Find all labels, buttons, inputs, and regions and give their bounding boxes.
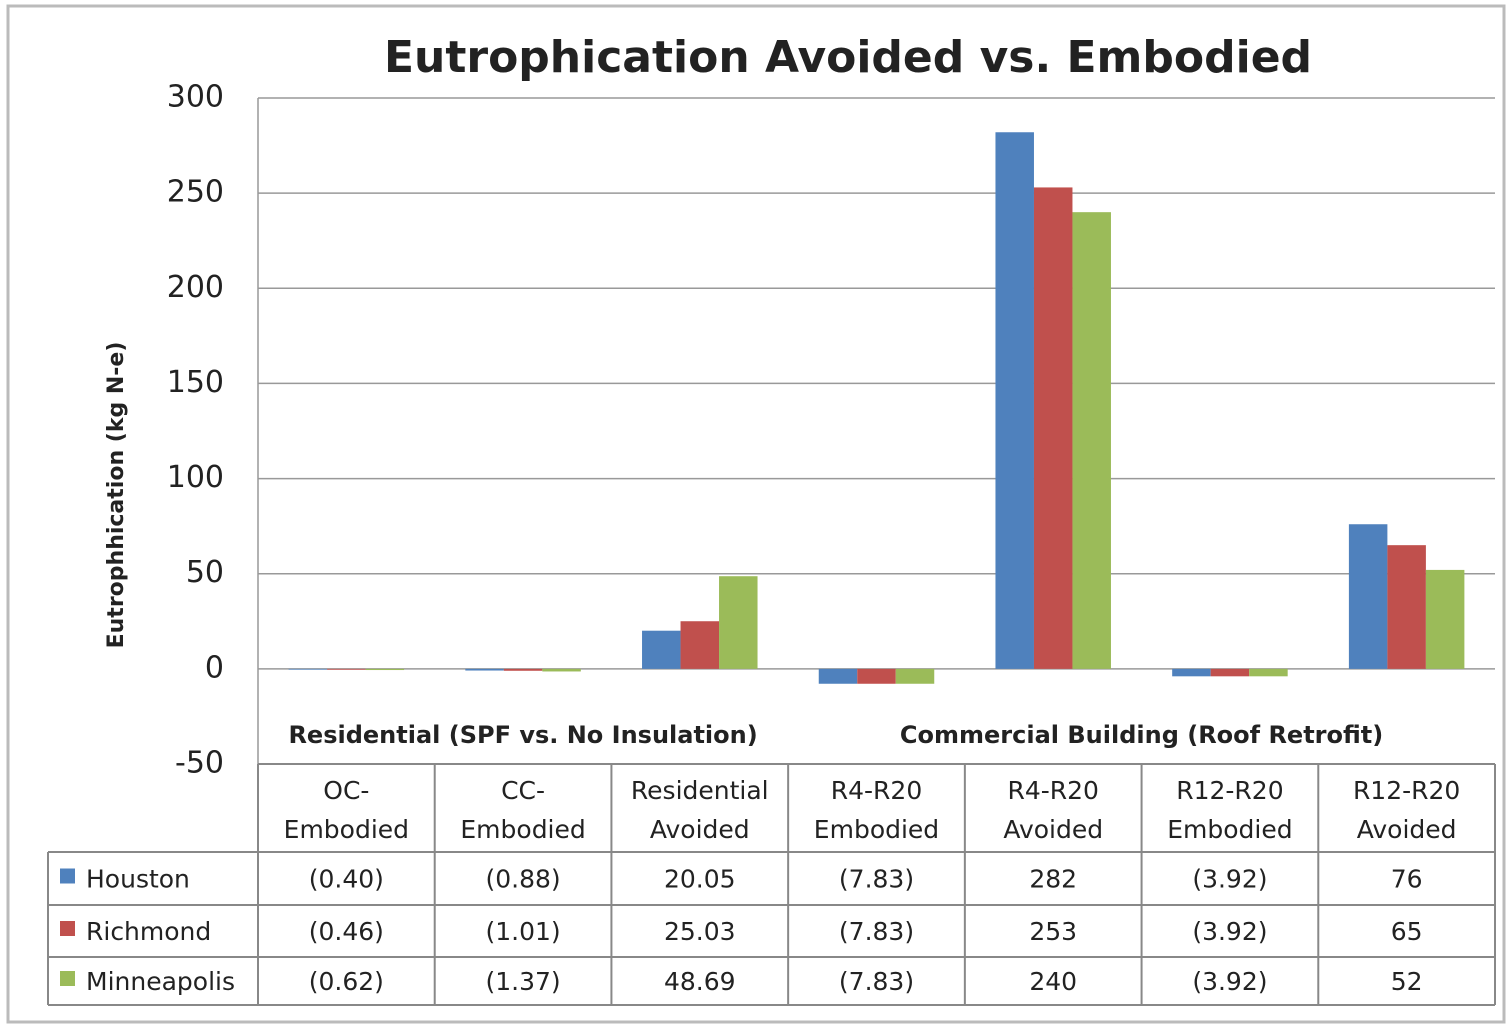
y-tick-label: 0 bbox=[205, 650, 224, 685]
bar bbox=[1210, 668, 1250, 677]
chart-border bbox=[6, 4, 1506, 1024]
table-value: (0.46) bbox=[309, 917, 384, 946]
bar bbox=[1387, 545, 1426, 669]
bar bbox=[818, 668, 858, 684]
table-value: 48.69 bbox=[664, 967, 736, 996]
y-tick-label: 200 bbox=[167, 270, 224, 305]
category-label: R12-R20 Embodied bbox=[1167, 776, 1292, 844]
bar bbox=[465, 668, 504, 671]
legend-swatch bbox=[60, 868, 75, 884]
table-value: (3.92) bbox=[1192, 865, 1267, 894]
y-tick-label: 250 bbox=[167, 175, 224, 210]
bar bbox=[1425, 569, 1465, 669]
chart-title: Eutrophication Avoided vs. Embodied bbox=[384, 32, 1312, 83]
bar bbox=[1072, 212, 1111, 669]
y-tick-label: 300 bbox=[167, 80, 224, 115]
bar bbox=[503, 668, 543, 671]
bar bbox=[1348, 524, 1388, 669]
bar bbox=[857, 668, 896, 684]
table-value: (3.92) bbox=[1192, 967, 1267, 996]
bar bbox=[680, 621, 720, 669]
category-label: CC-Embodied bbox=[460, 776, 585, 844]
legend-swatch bbox=[60, 921, 75, 936]
category-label: Residential Avoided bbox=[631, 776, 769, 844]
table-value: (0.62) bbox=[309, 967, 384, 996]
legend-label: Minneapolis bbox=[86, 967, 235, 996]
category-label: R4-R20 Embodied bbox=[814, 776, 939, 844]
bar bbox=[642, 630, 681, 669]
bar bbox=[288, 668, 328, 670]
y-tick-label: 50 bbox=[186, 555, 224, 590]
table-value: (7.83) bbox=[839, 865, 914, 894]
bar bbox=[719, 576, 758, 669]
table-value: 253 bbox=[1029, 917, 1077, 946]
bar bbox=[1249, 668, 1288, 677]
table-value: (3.92) bbox=[1192, 917, 1267, 946]
category-label: R4-R20 Avoided bbox=[1003, 776, 1103, 844]
legend-swatch bbox=[60, 971, 75, 986]
bar bbox=[1033, 187, 1073, 669]
bar bbox=[542, 668, 581, 672]
table-value: 20.05 bbox=[664, 865, 736, 894]
table-value: (7.83) bbox=[839, 967, 914, 996]
table-value: 240 bbox=[1029, 967, 1077, 996]
table-value: 76 bbox=[1391, 865, 1423, 894]
legend-label: Richmond bbox=[86, 917, 211, 946]
table-value: 52 bbox=[1391, 967, 1423, 996]
y-tick-label: 100 bbox=[167, 460, 224, 495]
bar bbox=[1172, 668, 1211, 677]
category-label: R12-R20 Avoided bbox=[1353, 776, 1460, 844]
table-value: 65 bbox=[1391, 917, 1423, 946]
table-value: (1.37) bbox=[485, 967, 560, 996]
table-value: (0.40) bbox=[309, 865, 384, 894]
table-value: (1.01) bbox=[485, 917, 560, 946]
table-value: 282 bbox=[1029, 865, 1077, 894]
bar bbox=[327, 668, 366, 670]
group-label: Commercial Building (Roof Retrofit) bbox=[900, 721, 1383, 749]
table-value: (0.88) bbox=[485, 865, 560, 894]
y-tick-label: 150 bbox=[167, 365, 224, 400]
y-tick-label: -50 bbox=[175, 746, 224, 781]
bar bbox=[895, 668, 935, 684]
bar bbox=[995, 132, 1034, 669]
legend-label: Houston bbox=[86, 865, 190, 894]
table-value: 25.03 bbox=[664, 917, 736, 946]
bar bbox=[365, 668, 405, 671]
y-axis-label: Eutrophhication (kg N-e) bbox=[104, 342, 129, 649]
category-label: OC-Embodied bbox=[284, 776, 409, 844]
group-label: Residential (SPF vs. No Insulation) bbox=[288, 721, 757, 749]
table-value: (7.83) bbox=[839, 917, 914, 946]
